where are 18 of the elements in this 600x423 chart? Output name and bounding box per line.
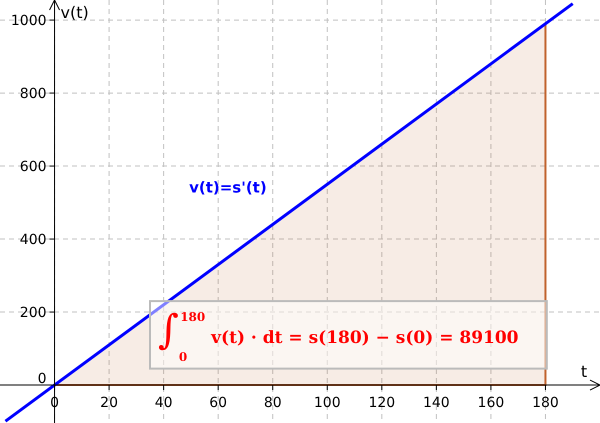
x-tick-label: 100 xyxy=(314,395,341,412)
x-tick-label: 120 xyxy=(368,395,396,412)
x-axis-title: t xyxy=(580,362,588,382)
x-tick-label: 180 xyxy=(532,395,559,412)
x-tick-label: 140 xyxy=(422,395,450,412)
y-tick-label: 200 xyxy=(20,305,47,322)
series-label: v(t)=s'(t) xyxy=(189,178,267,196)
y-tick-label: 600 xyxy=(20,159,47,176)
x-tick-label: 60 xyxy=(209,395,228,412)
x-tick-label: 160 xyxy=(478,395,504,412)
y-tick-label: 800 xyxy=(20,86,47,102)
y-tick-label: 0 xyxy=(38,371,47,388)
x-tick-label: 40 xyxy=(154,395,173,412)
y-axis-title: v(t) xyxy=(60,3,89,22)
y-tick-label: 1000 xyxy=(10,13,47,30)
x-tick-label: 20 xyxy=(100,395,118,412)
y-tick-label: 400 xyxy=(20,232,47,248)
x-tick-label: 80 xyxy=(264,395,282,412)
